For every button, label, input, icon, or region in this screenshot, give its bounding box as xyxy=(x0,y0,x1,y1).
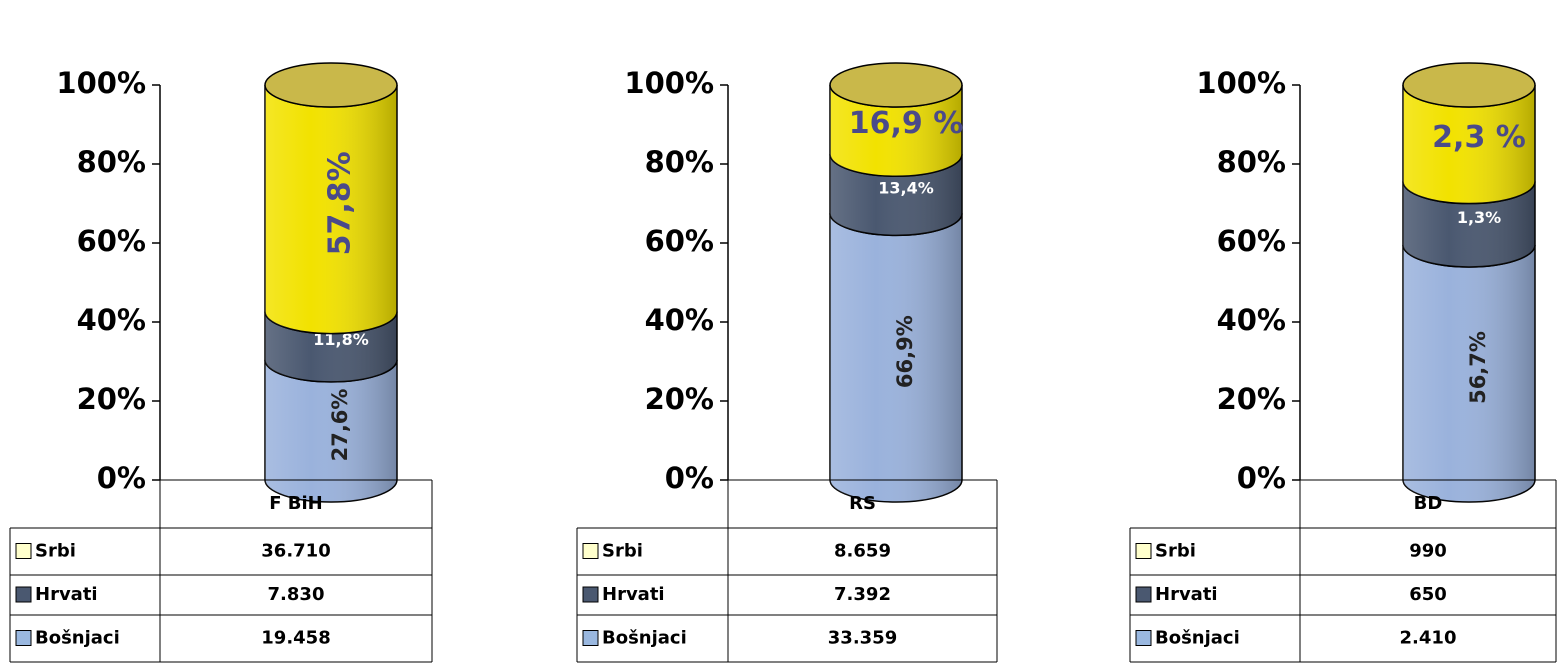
table-value: 19.458 xyxy=(261,628,330,649)
table-value: 990 xyxy=(1409,541,1447,562)
y-tick-label: 0% xyxy=(97,461,146,495)
legend-label: Hrvati xyxy=(602,584,665,605)
y-tick-label: 40% xyxy=(77,303,146,337)
bar-shade xyxy=(265,85,397,334)
y-tick-label: 100% xyxy=(56,66,146,100)
table-value: 2.410 xyxy=(1400,628,1457,649)
legend-swatch xyxy=(582,586,599,603)
y-tick-label: 60% xyxy=(645,224,714,258)
y-tick-label: 40% xyxy=(1217,303,1286,337)
y-tick-label: 60% xyxy=(77,224,146,258)
data-label: 66,9% xyxy=(893,315,917,388)
category-label: BD xyxy=(1414,493,1443,514)
bar-shade xyxy=(265,359,397,502)
legend-swatch xyxy=(582,543,599,559)
legend-label: Bošnjaci xyxy=(1155,628,1240,649)
y-tick-label: 20% xyxy=(1217,382,1286,416)
y-tick-label: 80% xyxy=(77,145,146,179)
bar-top xyxy=(829,62,963,108)
category-label: F BiH xyxy=(269,493,323,514)
legend-label: Bošnjaci xyxy=(602,628,687,649)
table-value: 7.392 xyxy=(834,584,891,605)
data-label: 11,8% xyxy=(313,330,369,349)
legend-swatch xyxy=(15,630,32,646)
y-tick-label: 20% xyxy=(645,382,714,416)
legend-label: Bošnjaci xyxy=(35,628,120,649)
y-tick-label: 80% xyxy=(645,145,714,179)
bar-shade xyxy=(265,311,397,382)
data-label: 2,3 % xyxy=(1432,120,1526,155)
y-tick-label: 20% xyxy=(77,382,146,416)
legend-swatch xyxy=(1135,630,1152,646)
y-tick-label: 40% xyxy=(645,303,714,337)
bar-top xyxy=(1402,62,1536,108)
y-tick-label: 60% xyxy=(1217,224,1286,258)
bar-top xyxy=(264,62,398,108)
table-value: 36.710 xyxy=(261,541,330,562)
category-label: RS xyxy=(849,493,876,514)
data-label: 13,4% xyxy=(878,178,934,197)
bar-shade xyxy=(1403,85,1535,204)
y-tick-label: 100% xyxy=(1196,66,1286,100)
legend-swatch xyxy=(1135,543,1152,559)
data-label: 1,3% xyxy=(1457,208,1501,227)
y-tick-label: 0% xyxy=(1237,461,1286,495)
legend-label: Srbi xyxy=(35,541,76,562)
bar-shade xyxy=(1403,244,1535,502)
legend-swatch xyxy=(15,543,32,559)
legend-swatch xyxy=(15,586,32,603)
table-value: 8.659 xyxy=(834,541,891,562)
legend-label: Hrvati xyxy=(1155,584,1218,605)
table-value: 33.359 xyxy=(828,628,897,649)
table-value: 7.830 xyxy=(268,584,325,605)
data-label: 27,6% xyxy=(328,389,352,462)
bar-shade xyxy=(1403,181,1535,267)
legend-label: Srbi xyxy=(602,541,643,562)
legend-swatch xyxy=(1135,586,1152,603)
legend-label: Srbi xyxy=(1155,541,1196,562)
y-tick-label: 100% xyxy=(624,66,714,100)
data-label: 57,8% xyxy=(323,151,358,255)
data-label: 56,7% xyxy=(1466,331,1490,404)
y-tick-label: 80% xyxy=(1217,145,1286,179)
table-value: 650 xyxy=(1409,584,1447,605)
legend-swatch xyxy=(582,630,599,646)
bar-shade xyxy=(830,85,962,177)
legend-label: Hrvati xyxy=(35,584,98,605)
data-label: 16,9 % xyxy=(849,106,964,141)
bar-shade xyxy=(830,154,962,236)
y-tick-label: 0% xyxy=(665,461,714,495)
bar-shade xyxy=(830,213,962,502)
